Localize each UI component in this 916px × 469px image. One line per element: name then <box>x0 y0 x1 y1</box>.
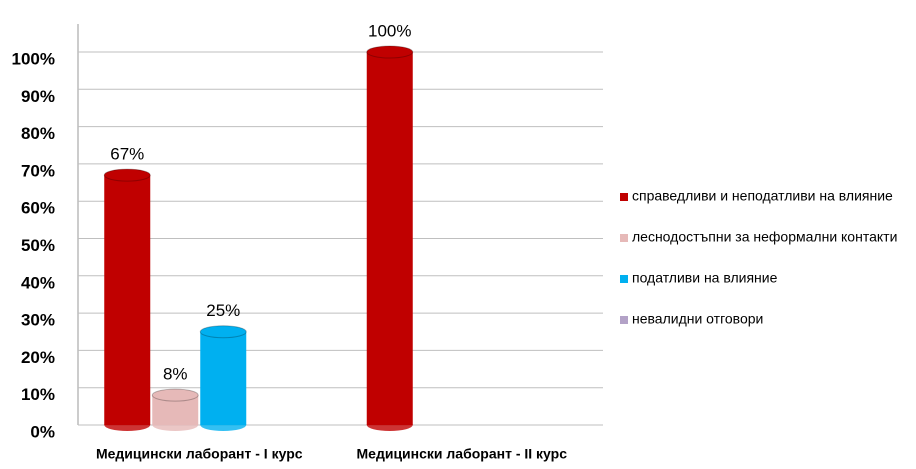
value-label: 25% <box>206 301 240 320</box>
y-tick-label: 30% <box>21 311 55 330</box>
y-tick-label: 70% <box>21 161 55 180</box>
legend-label: податливи на влияние <box>632 270 778 286</box>
y-tick-label: 90% <box>21 87 55 106</box>
y-tick-label: 60% <box>21 199 55 218</box>
y-tick-label: 0% <box>30 422 55 441</box>
legend-swatch <box>620 316 628 324</box>
bar <box>366 52 413 425</box>
value-label: 100% <box>368 21 411 40</box>
y-tick-label: 20% <box>21 348 55 367</box>
value-label: 67% <box>110 145 144 164</box>
bar-top <box>366 45 414 59</box>
legend-label: невалидни отговори <box>632 311 763 327</box>
bar-top <box>199 325 247 339</box>
legend-swatch <box>620 234 628 242</box>
bar <box>104 175 151 425</box>
y-tick-label: 80% <box>21 124 55 143</box>
legend-swatch <box>620 193 628 201</box>
legend-swatch <box>620 275 628 283</box>
value-label: 8% <box>163 365 188 384</box>
bar <box>200 331 247 425</box>
bar-top <box>103 168 151 182</box>
y-tick-label: 100% <box>12 49 55 68</box>
y-tick-label: 10% <box>21 385 55 404</box>
bar-top <box>151 388 199 402</box>
x-tick-label: Медицински лаборант - I курс <box>96 446 303 462</box>
x-tick-label: Медицински лаборант - II курс <box>357 446 568 462</box>
y-tick-label: 40% <box>21 273 55 292</box>
legend-label: леснодостъпни за неформални контакти <box>632 229 897 245</box>
legend-label: справедливи и неподатливи на влияние <box>632 188 893 204</box>
y-tick-label: 50% <box>21 236 55 255</box>
